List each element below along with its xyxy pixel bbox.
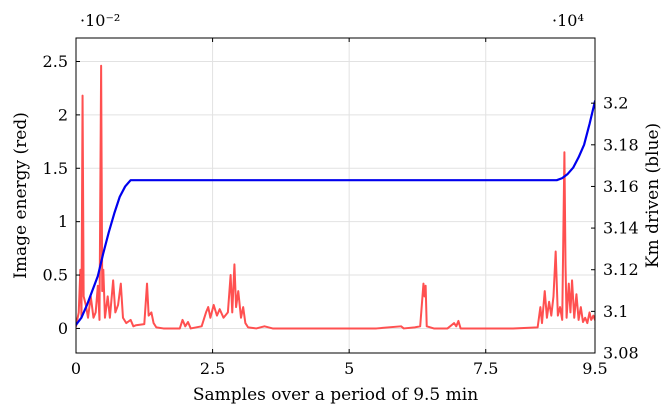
series-layer <box>76 64 595 330</box>
right-y-tick-label: 3.2 <box>603 94 628 113</box>
x-tick-label: 9.5 <box>582 359 607 378</box>
left-y-tick-label: 0.5 <box>43 266 68 285</box>
left-y-tick-label: 1.5 <box>43 159 68 178</box>
left-y-tick-label: 1 <box>58 212 68 231</box>
right-y-tick-label: 3.14 <box>603 219 639 238</box>
left-y-tick-label: 2.5 <box>43 52 68 71</box>
x-tick-label: 5 <box>344 359 354 378</box>
right-axis-multiplier: ·10⁴ <box>552 11 584 30</box>
image-energy-line <box>76 64 595 330</box>
x-tick-label: 7.5 <box>473 359 498 378</box>
right-y-axis-title: Km driven (blue) <box>643 123 663 268</box>
x-tick-label: 2.5 <box>200 359 225 378</box>
left-y-tick-label: 2 <box>58 105 68 124</box>
left-y-axis-title: Image energy (red) <box>11 112 31 279</box>
tick-marks <box>75 38 596 354</box>
plot-frame <box>75 37 596 354</box>
right-y-tick-label: 3.18 <box>603 135 639 154</box>
x-axis-title: Samples over a period of 9.5 min <box>193 385 478 405</box>
right-y-tick-label: 3.12 <box>603 260 639 279</box>
right-y-tick-label: 3.1 <box>603 302 628 321</box>
right-y-tick-labels: 3.08 3.1 3.12 3.14 3.16 3.18 3.2 <box>603 94 639 363</box>
grid <box>75 38 596 353</box>
left-y-tick-label: 0 <box>58 319 68 338</box>
right-y-tick-label: 3.16 <box>603 177 639 196</box>
km-driven-line <box>76 99 595 326</box>
right-y-tick-label: 3.08 <box>603 344 639 363</box>
x-tick-labels: 0 2.5 5 7.5 9.5 <box>71 359 608 378</box>
left-y-tick-labels: 0 0.5 1 1.5 2 2.5 <box>43 52 68 338</box>
x-tick-label: 0 <box>71 359 81 378</box>
left-axis-multiplier: ·10⁻² <box>80 11 120 30</box>
